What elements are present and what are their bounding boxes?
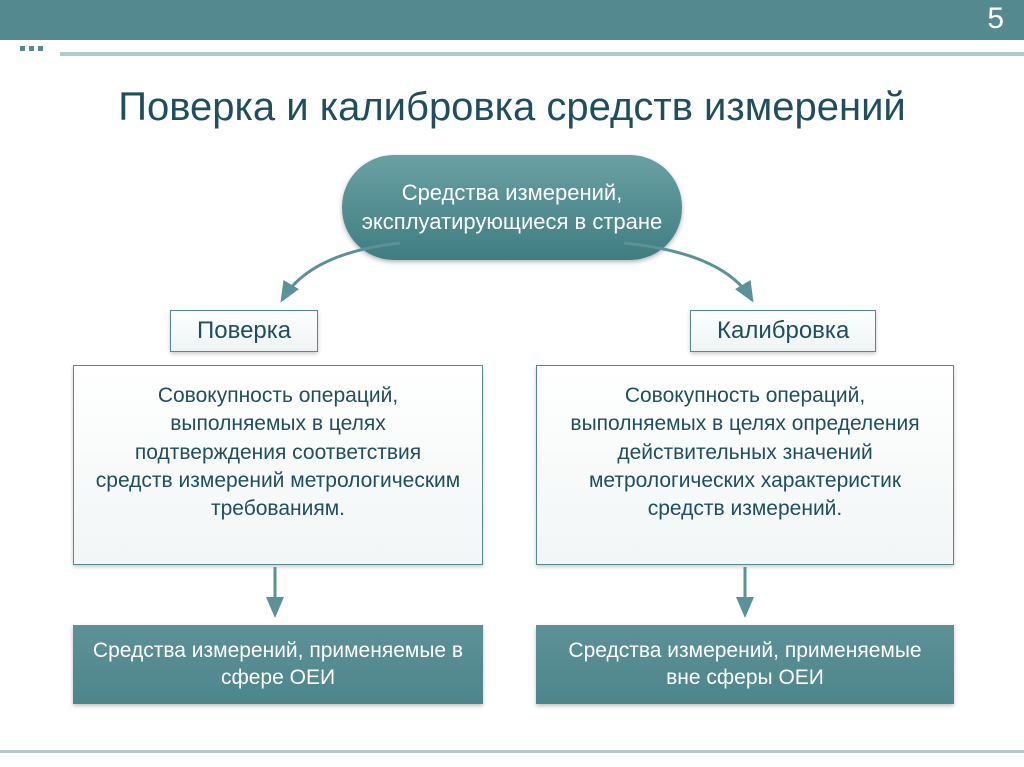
page-number: 5 [987,2,1004,36]
root-node-text: Средства измерений, эксплуатирующиеся в … [342,179,682,236]
result-left: Средства измерений, применяемые в сфере … [73,625,483,704]
result-right-text: Средства измерений, применяемые вне сфер… [568,639,921,689]
label-right: Калибровка [690,310,876,352]
accent-line-bottom [0,750,1024,753]
header-bar [0,0,1024,40]
definition-left: Совокупность операций, выполняемых в цел… [73,365,483,565]
slide-title: Поверка и калибровка средств измерений [0,85,1024,130]
arrow-def-left [260,565,290,625]
result-right: Средства измерений, применяемые вне сфер… [536,625,954,704]
definition-right-text: Совокупность операций, выполняемых в цел… [570,384,919,520]
accent-line-top [60,52,1024,56]
label-left-text: Поверка [197,317,291,344]
arrow-def-right [730,565,760,625]
header-dots [20,46,43,51]
result-left-text: Средства измерений, применяемые в сфере … [93,639,463,689]
label-left: Поверка [170,310,318,352]
root-node: Средства измерений, эксплуатирующиеся в … [342,155,682,260]
definition-right: Совокупность операций, выполняемых в цел… [536,365,954,565]
label-right-text: Калибровка [717,317,849,344]
definition-left-text: Совокупность операций, выполняемых в цел… [96,384,460,520]
